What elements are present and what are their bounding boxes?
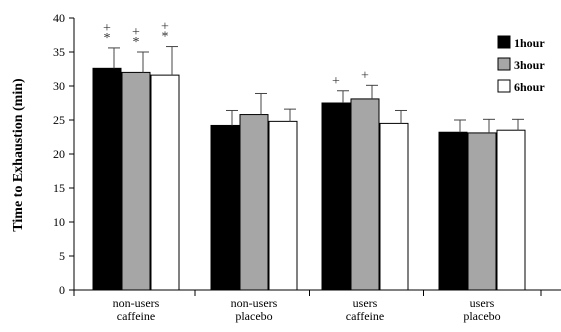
x-tick-label: caffeine — [346, 309, 384, 323]
bar — [467, 132, 497, 291]
significance-mark: * — [133, 35, 140, 50]
significance-mark: + — [161, 20, 169, 35]
legend-label: 6hour — [514, 80, 545, 94]
bar — [379, 122, 409, 291]
y-tick-label: 30 — [53, 79, 65, 93]
bar — [239, 114, 269, 291]
bar — [268, 120, 298, 291]
y-tick-label: 15 — [53, 181, 65, 195]
significance-mark: + — [332, 74, 340, 89]
bar — [150, 74, 180, 291]
bar — [210, 124, 240, 291]
legend-label: 1hour — [514, 36, 545, 50]
y-tick-label: 40 — [53, 11, 65, 25]
legend-swatch — [497, 79, 511, 93]
y-tick-label: 35 — [53, 45, 65, 59]
significance-mark: * — [162, 30, 169, 45]
x-tick-label: placebo — [235, 309, 272, 323]
bar — [496, 129, 526, 291]
y-axis-title: Time to Exhaustion (min) — [11, 78, 26, 232]
x-tick-label: placebo — [463, 309, 500, 323]
legend-label: 3hour — [514, 58, 545, 72]
y-tick-label: 10 — [53, 215, 65, 229]
significance-mark: + — [361, 68, 369, 83]
y-tick-label: 0 — [59, 283, 65, 297]
bar — [92, 67, 122, 291]
y-tick-label: 5 — [59, 249, 65, 263]
legend-swatch — [497, 35, 511, 49]
x-tick-label: non-users — [231, 296, 278, 310]
x-tick-label: caffeine — [117, 309, 155, 323]
bar — [350, 98, 380, 291]
bar — [438, 131, 468, 291]
x-tick-label: users — [353, 296, 378, 310]
bar — [121, 71, 151, 291]
legend: 1hour 3hour 6hour — [497, 35, 545, 94]
x-tick-label: non-users — [113, 296, 160, 310]
significance-mark: + — [132, 25, 140, 40]
legend-swatch — [497, 57, 511, 71]
significance-mark: + — [103, 21, 111, 36]
plot-area: 0510152025303540non-userscaffeinenon-use… — [53, 11, 561, 323]
x-tick-label: users — [470, 296, 495, 310]
bar — [321, 102, 351, 291]
y-tick-label: 20 — [53, 147, 65, 161]
y-tick-label: 25 — [53, 113, 65, 127]
significance-mark: * — [104, 31, 111, 46]
